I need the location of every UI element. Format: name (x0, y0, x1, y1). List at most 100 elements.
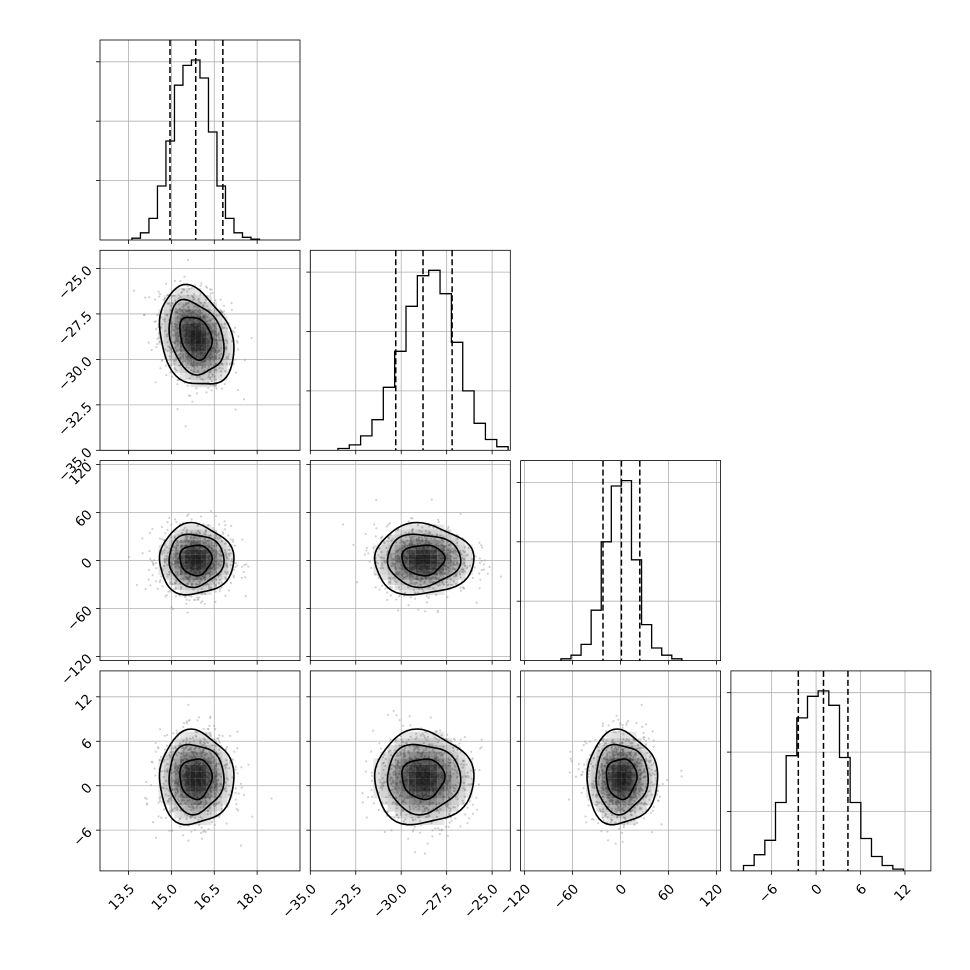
sample-point (218, 336, 221, 339)
sample-point (225, 339, 229, 342)
sample-point (165, 559, 168, 562)
sample-point (171, 375, 174, 378)
sample-point (170, 302, 173, 305)
density-cell (169, 574, 175, 580)
sample-point (216, 343, 219, 347)
sample-point (178, 561, 181, 564)
sample-point (234, 768, 237, 771)
sample-point (165, 816, 168, 819)
sample-point (204, 359, 207, 362)
sample-point (208, 571, 211, 574)
sample-point (213, 330, 216, 333)
sample-point (202, 304, 205, 307)
sample-point (215, 322, 218, 325)
sample-point (182, 304, 185, 307)
sample-point (170, 321, 174, 324)
sample-point (213, 357, 216, 361)
sample-point (180, 310, 184, 313)
sample-point (173, 341, 176, 344)
density-cell (169, 330, 175, 338)
sample-point (172, 328, 175, 331)
density-cell (185, 585, 191, 591)
sample-point (145, 780, 148, 784)
sample-point (478, 557, 481, 560)
sample-point (237, 792, 240, 795)
sample-point (212, 338, 215, 341)
sample-point (166, 313, 169, 316)
sample-point (172, 341, 175, 344)
density-cell (216, 330, 223, 338)
density-cell (206, 316, 212, 324)
sample-point (176, 539, 179, 542)
sample-point (200, 579, 204, 582)
sample-point (478, 561, 481, 565)
sample-point (395, 598, 398, 601)
sample-point (180, 572, 183, 575)
density-cell (201, 549, 207, 555)
sample-point (214, 322, 217, 325)
sample-point (208, 359, 211, 362)
sample-point (176, 560, 180, 564)
sample-point (162, 808, 165, 811)
density-cell (211, 344, 217, 352)
sample-point (180, 540, 183, 544)
density-cell (190, 302, 196, 310)
density-cell (222, 344, 228, 352)
sample-point (391, 561, 394, 564)
density-cell (179, 798, 186, 805)
sample-point (203, 537, 206, 541)
sample-point (441, 580, 444, 583)
density-cell (227, 330, 233, 338)
sample-point (188, 539, 191, 542)
density-cell (169, 358, 175, 366)
sample-point (224, 594, 227, 597)
sample-point (447, 557, 450, 560)
density-cell (174, 778, 180, 785)
sample-point (169, 371, 172, 374)
sample-point (215, 356, 218, 359)
density-cell (179, 302, 186, 310)
density-cell (195, 544, 202, 550)
sample-point (165, 555, 169, 558)
sample-point (389, 576, 392, 579)
density-cell (174, 569, 180, 575)
sample-point (177, 320, 180, 323)
sample-point (187, 305, 190, 308)
sample-point (219, 564, 222, 567)
density-cell (401, 585, 409, 591)
sample-point (372, 523, 376, 526)
sample-point (384, 561, 387, 564)
sample-point (207, 365, 210, 368)
sample-point (245, 563, 248, 566)
sample-point (368, 560, 371, 563)
sample-point (199, 831, 203, 835)
sample-point (196, 313, 199, 316)
density-cell (222, 569, 228, 575)
density-cell (174, 337, 180, 345)
sample-point (198, 582, 201, 585)
density-cell (185, 344, 191, 352)
sample-point (217, 737, 220, 740)
density-cell (195, 554, 202, 560)
sample-point (175, 559, 178, 562)
sample-point (225, 347, 228, 351)
sample-point (163, 320, 166, 323)
sample-point (451, 568, 454, 571)
sample-point (199, 293, 202, 296)
sample-point (172, 546, 175, 549)
sample-point (187, 576, 190, 580)
density-cell (179, 544, 186, 550)
sample-point (158, 295, 161, 298)
density-cell (206, 524, 212, 530)
density-cell (169, 579, 175, 585)
density-cell (201, 295, 207, 303)
sample-point (210, 389, 213, 392)
density-cell (169, 295, 175, 303)
sample-point (217, 356, 220, 359)
sample-point (186, 285, 189, 288)
sample-point (208, 724, 211, 728)
sample-point (190, 311, 194, 314)
sample-point (165, 744, 168, 747)
sample-point (463, 546, 466, 549)
density-cell (195, 373, 202, 381)
